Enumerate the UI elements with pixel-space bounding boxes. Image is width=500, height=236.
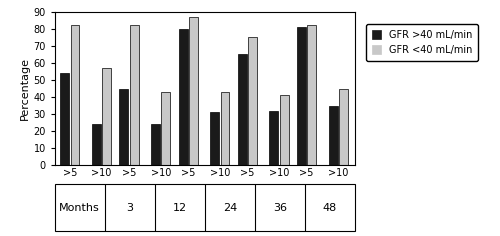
Bar (70, 25, 80, 165)
Bar (102, 68, 111, 165)
Bar (151, 124, 160, 165)
Text: 36: 36 (273, 203, 287, 213)
Legend: GFR >40 mL/min, GFR <40 mL/min: GFR >40 mL/min, GFR <40 mL/min (366, 24, 478, 61)
Text: 24: 24 (222, 203, 237, 213)
Bar (178, 29, 188, 165)
Bar (60, 73, 69, 165)
Bar (238, 55, 246, 165)
Text: 12: 12 (172, 203, 186, 213)
Bar (92, 124, 101, 165)
Bar (210, 112, 219, 165)
Bar (339, 88, 348, 165)
Text: 3: 3 (126, 203, 133, 213)
Bar (189, 17, 198, 165)
Bar (270, 111, 278, 165)
Bar (162, 92, 170, 165)
Text: 48: 48 (323, 203, 337, 213)
Text: mL/min: mL/min (55, 193, 92, 202)
Y-axis label: Percentage: Percentage (20, 57, 30, 120)
Bar (130, 25, 138, 165)
Bar (328, 105, 338, 165)
Bar (280, 95, 288, 165)
Bar (248, 37, 257, 165)
Bar (220, 92, 230, 165)
Bar (297, 27, 306, 165)
Bar (307, 25, 316, 165)
Bar (120, 88, 128, 165)
Text: Months: Months (60, 203, 100, 213)
